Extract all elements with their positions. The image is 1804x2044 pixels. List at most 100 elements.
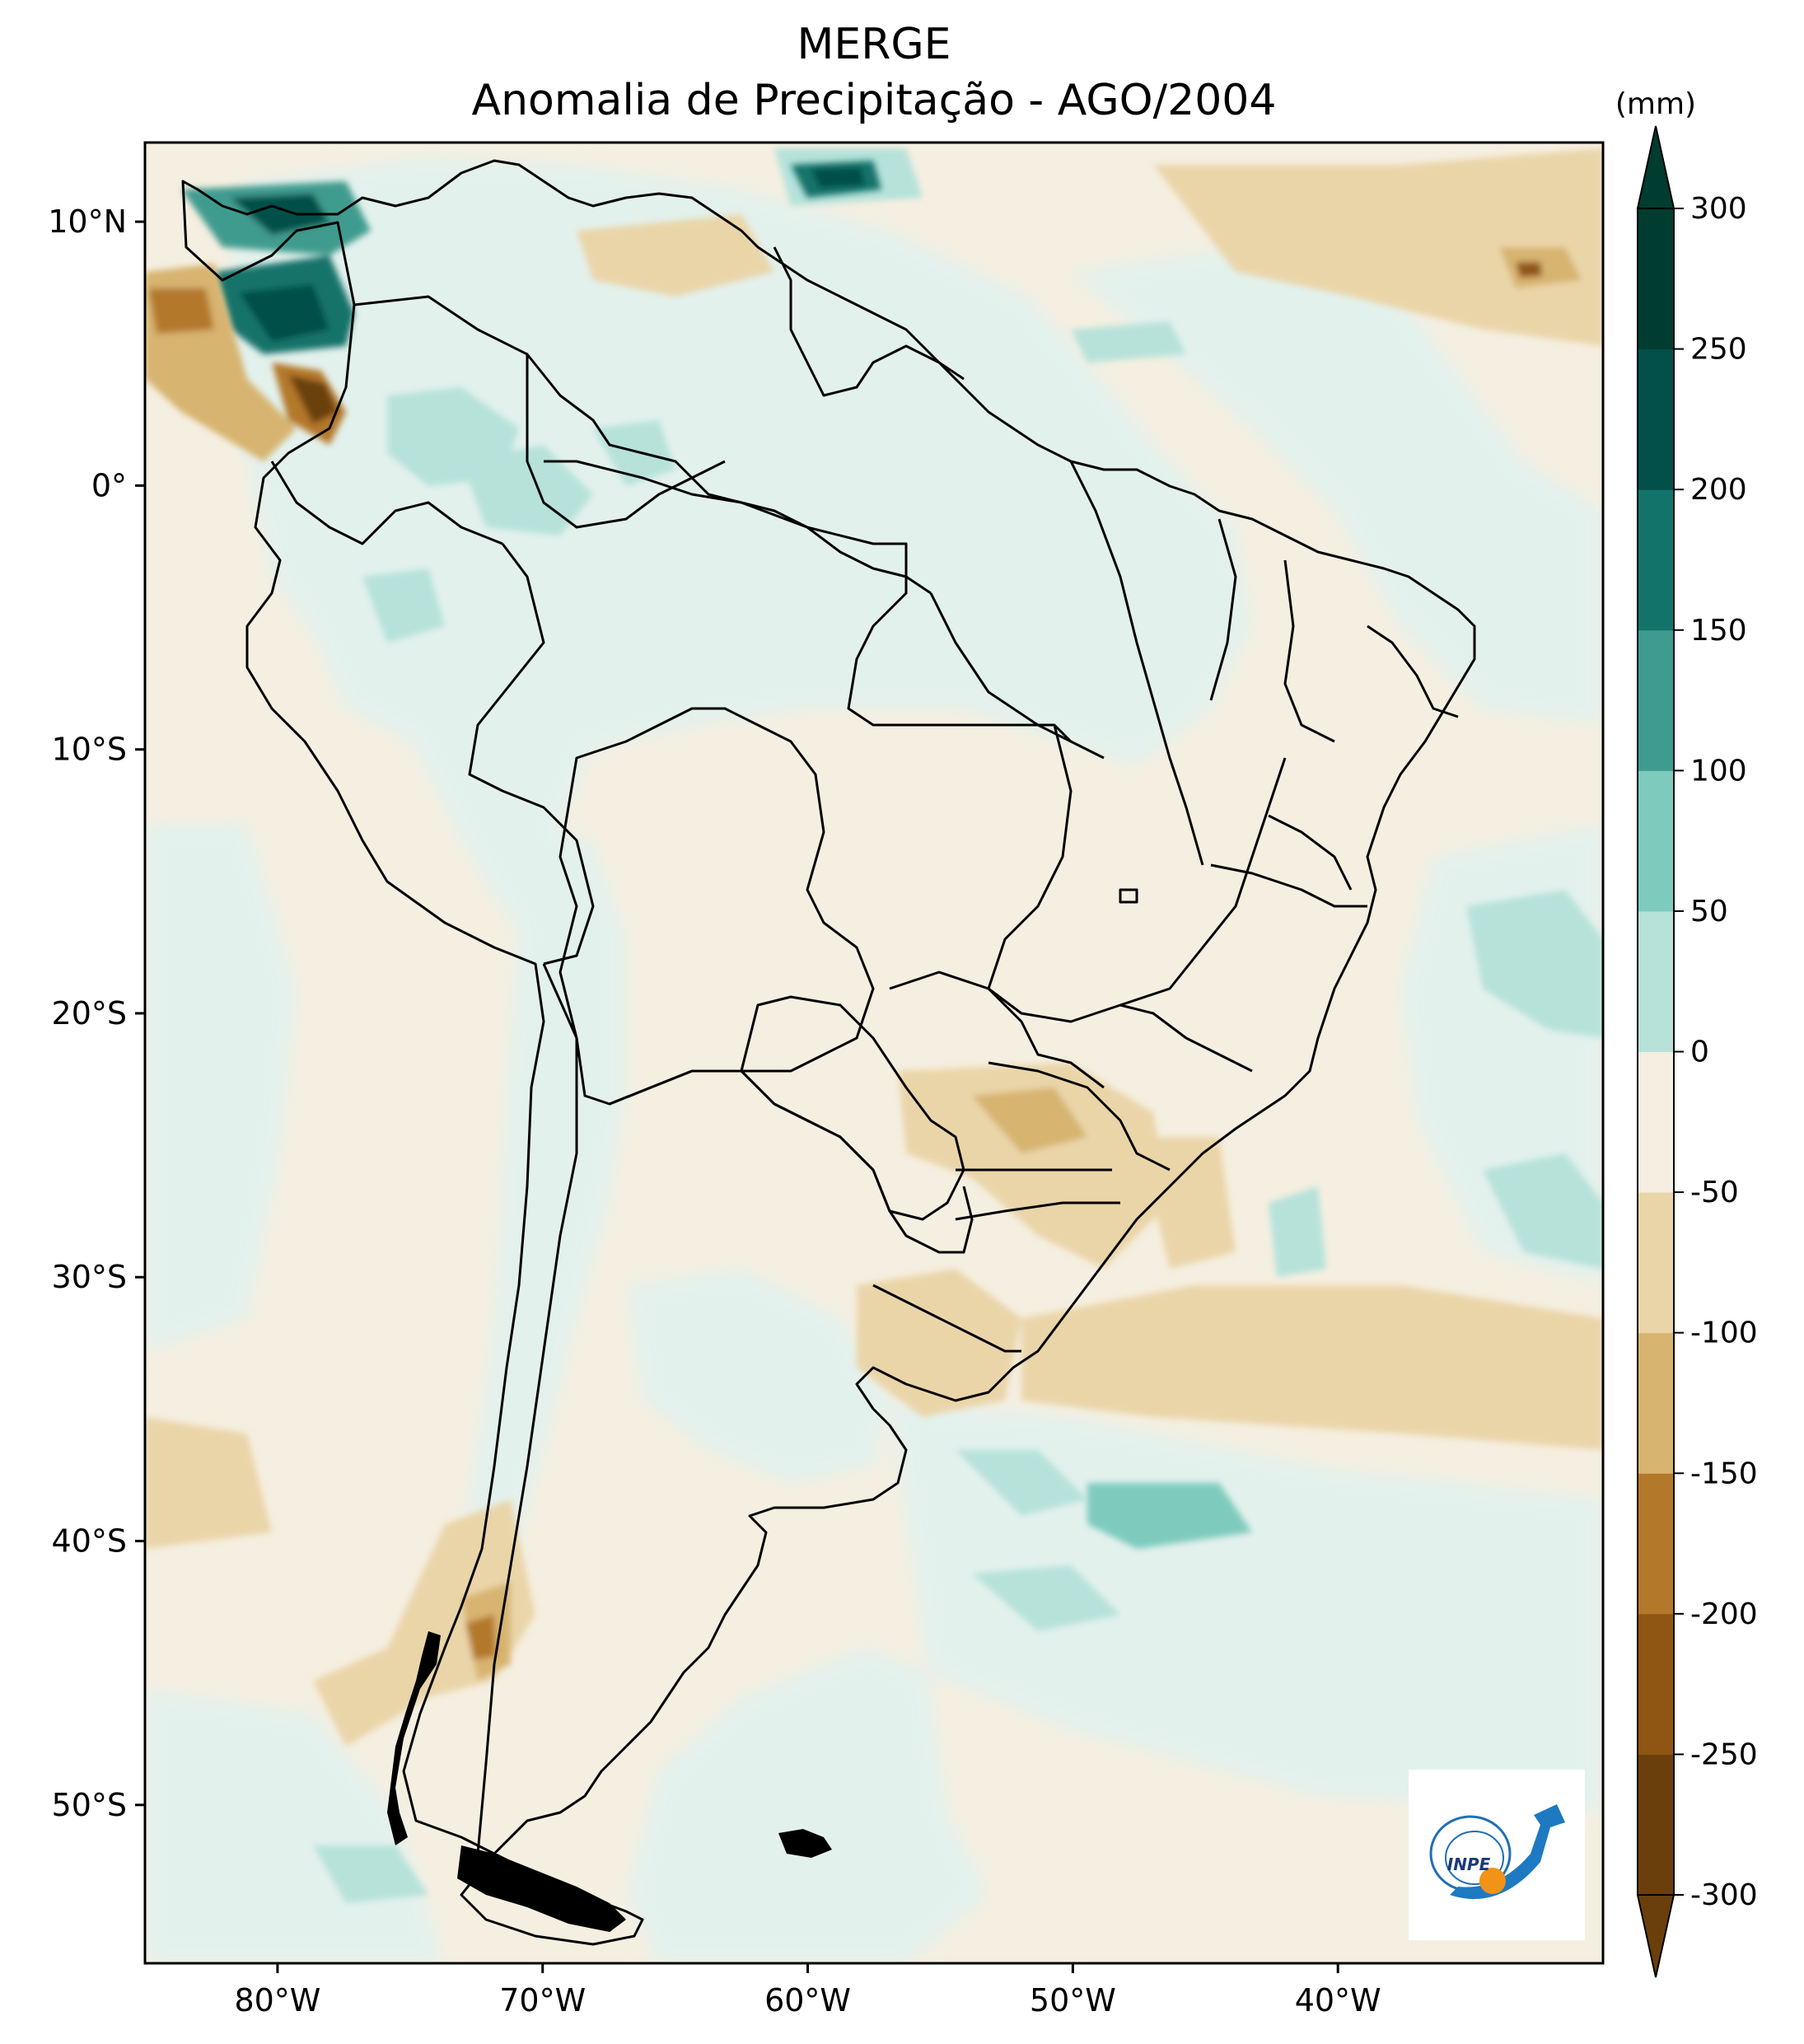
colorbar-label: -300 [1690, 1878, 1758, 1912]
colorbar-label: 50 [1690, 895, 1728, 928]
chile-fjords-islands [387, 1631, 832, 1932]
colorbar-band [1638, 1051, 1674, 1193]
colorbar: (mm) 300 250 200 150 100 50 0 -50 -100 -150 -200 -2… [1615, 87, 1758, 1978]
field-neg-panama-pacific [148, 288, 214, 334]
border-bolivia [558, 707, 875, 1106]
border-brazil-states-2 [1069, 461, 1204, 866]
longitude-axis: 80°W 70°W 60°W 50°W 40°W [234, 1963, 1381, 2018]
border-brazil-states-10 [1367, 624, 1459, 718]
field-patch-amazon-2 [461, 445, 593, 536]
latitude-axis: 10°N 0° 10°S 20°S 30°S 40°S 50°S [48, 203, 145, 1823]
logo-swoosh [1450, 1804, 1565, 1899]
field-neg-north-atlantic-inner [1516, 262, 1542, 278]
continent-outline [181, 159, 1476, 1946]
field-patch-south-atlantic-1 [956, 1450, 1087, 1516]
border-brazil-states-13 [1268, 814, 1353, 891]
field-neg-atlantic-brazil [1137, 1137, 1236, 1269]
field-patch-amazon-4 [362, 568, 445, 643]
logo-sun [1479, 1868, 1506, 1894]
border-venezuela [526, 354, 726, 529]
field-neg-chile [313, 1499, 535, 1747]
colorbar-band [1638, 489, 1674, 631]
field-south-atlantic-positive [626, 1401, 1603, 1963]
colorbar-extend-high [1636, 125, 1675, 209]
lon-tick-label: 50°W [1030, 1982, 1116, 2018]
border-brazil-states-4 [889, 971, 1105, 1089]
lat-tick-label: 40°S [52, 1523, 127, 1560]
colorbar-band [1638, 1754, 1674, 1896]
field-neg-north-atlantic [1153, 148, 1603, 346]
colorbar-band [1638, 208, 1674, 350]
colorbar-unit: (mm) [1615, 87, 1696, 121]
colorbar-label: 200 [1690, 473, 1747, 507]
archipelago-2 [457, 1845, 626, 1932]
field-pacific-positive [145, 824, 297, 1351]
colorbar-label: -50 [1690, 1176, 1739, 1209]
border-peru-brazil [468, 543, 595, 966]
field-neg-atlantic-south [1021, 1285, 1603, 1450]
border-guianas [773, 246, 965, 397]
field-argentina-positive [626, 1269, 890, 1483]
colorbar-label: 150 [1690, 614, 1747, 648]
country-boundaries [181, 159, 1476, 1946]
field-patch-caribbean-inner [811, 167, 865, 188]
colorbar-label: 250 [1690, 333, 1747, 367]
falklands [778, 1829, 832, 1858]
lat-tick-label: 10°S [52, 732, 127, 768]
map-subtitle: Anomalia de Precipitação - AGO/2004 [471, 76, 1277, 125]
field-neg-southern-brazil [898, 1063, 1170, 1269]
border-argentina-chile [476, 963, 578, 1855]
field-neg-north-coast [577, 214, 774, 297]
field-patch-amazon-3 [593, 420, 675, 486]
lon-tick-label: 40°W [1295, 1982, 1381, 2018]
border-brazil-states-5 [988, 1061, 1171, 1172]
field-patch-south-pacific [313, 1845, 428, 1903]
field-patch-atlantic-1 [1466, 890, 1603, 1038]
field-neg-southern-brazil-core [972, 1087, 1087, 1153]
colorbar-extend-low [1636, 1894, 1675, 1978]
border-brazil-states-9 [1209, 518, 1237, 701]
field-neg-colombia-core [288, 375, 338, 424]
field-north-atlantic-positive [1071, 247, 1603, 725]
colorbar-band [1638, 910, 1674, 1052]
field-andes-positive [461, 824, 626, 1615]
field-patch-south-atlantic-3 [1269, 1186, 1326, 1277]
colorbar-label: 100 [1690, 754, 1747, 788]
field-amazon-positive [222, 157, 1252, 939]
lon-tick-label: 60°W [764, 1982, 851, 2018]
border-brazil-states-11 [1210, 863, 1367, 908]
logo-ring-inner [1445, 1831, 1504, 1885]
lat-tick-label: 20°S [52, 995, 127, 1031]
lon-tick-label: 70°W [499, 1982, 586, 2018]
colorbar-band [1638, 629, 1674, 771]
archipelago-1 [387, 1631, 441, 1845]
field-neg-pacific-south [145, 1417, 272, 1549]
field-patch-panama-core [231, 194, 329, 235]
field-patch-south-atlantic-core [1087, 1483, 1252, 1549]
border-ecuador-peru [270, 461, 503, 545]
lat-tick-label: 30°S [52, 1259, 127, 1295]
border-brazil-states-1 [929, 592, 1105, 760]
lat-tick-label: 10°N [48, 203, 127, 240]
border-brazil-north [544, 460, 1073, 743]
colorbar-label: -250 [1690, 1738, 1758, 1771]
border-df [1119, 888, 1138, 904]
colorbar-band [1638, 348, 1674, 490]
colorbar-band [1638, 770, 1674, 912]
colorbar-band [1638, 1332, 1674, 1474]
border-colombia [353, 295, 932, 595]
border-brazil-states-8 [1283, 559, 1335, 743]
lat-tick-label: 50°S [52, 1787, 127, 1823]
lon-tick-label: 80°W [234, 1982, 320, 2018]
border-uruguay [872, 1284, 1021, 1353]
border-argentina-east [609, 1069, 974, 1254]
anomaly-field [145, 143, 1603, 1963]
logo-text: INPE [1447, 1855, 1491, 1874]
field-patch-south-atlantic-2 [972, 1565, 1120, 1631]
colorbar-label: 300 [1690, 192, 1747, 226]
map-frame [143, 141, 1605, 1965]
inpe-logo: INPE [1409, 1770, 1585, 1940]
colorbar-label: -100 [1690, 1317, 1758, 1350]
colorbar-band [1638, 1192, 1674, 1334]
